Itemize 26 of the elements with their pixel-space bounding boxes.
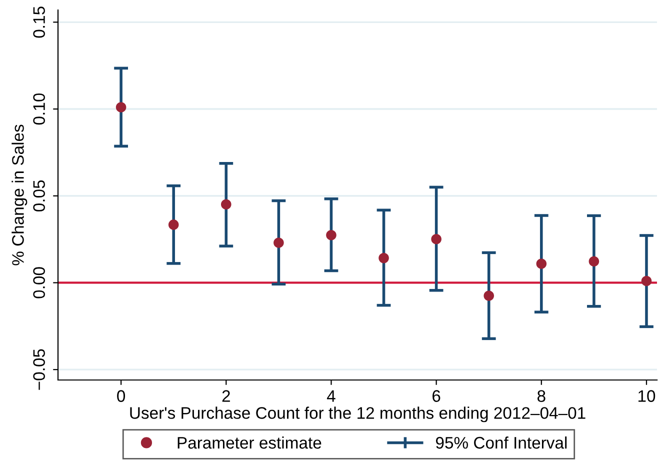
x-tick-label: 2: [222, 390, 230, 402]
x-tick-label: 10: [638, 390, 656, 402]
y-tick-label: 0.15: [33, 6, 45, 38]
x-tick-label: 4: [326, 390, 336, 402]
point: [326, 230, 336, 240]
legend-label: Parameter estimate: [178, 436, 322, 449]
point: [378, 252, 389, 264]
text: 95% Conf Interval: [436, 436, 567, 449]
point: [431, 234, 442, 244]
x-tick-label: 8: [537, 390, 546, 402]
point: [168, 220, 179, 230]
y-axis-title: % Change in Sales: [12, 124, 28, 266]
point: [484, 290, 494, 301]
y-tick-label: 0.10: [33, 93, 45, 125]
x-tick-label: 6: [432, 390, 440, 402]
point: [641, 276, 652, 286]
point: [536, 258, 547, 269]
point: [220, 199, 232, 210]
y-tick-label: −0.05: [33, 349, 45, 390]
point: [116, 102, 126, 112]
y-tick-label: 0.05: [33, 180, 45, 212]
point: [274, 238, 284, 248]
x-axis-title: User's Purchase Count for the 12 months ending 2012–04–01: [130, 406, 586, 422]
x-tick-label: 0: [117, 390, 126, 402]
point: [588, 256, 600, 267]
y-tick-label: 0.00: [33, 267, 45, 298]
